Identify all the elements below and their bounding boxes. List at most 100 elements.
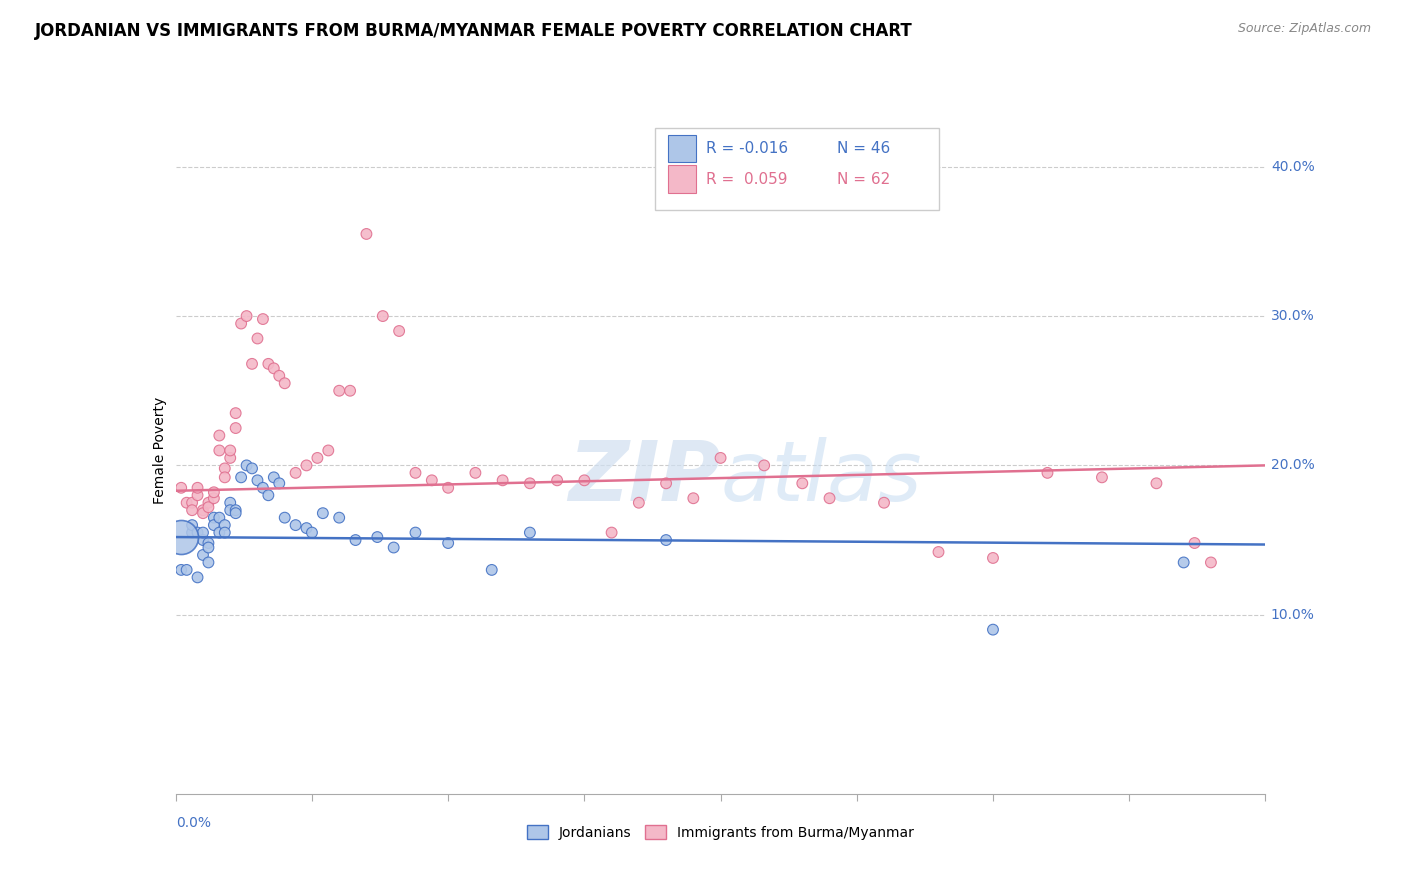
Point — [274, 376, 297, 391]
Point — [197, 536, 219, 550]
Text: JORDANIAN VS IMMIGRANTS FROM BURMA/MYANMAR FEMALE POVERTY CORRELATION CHART: JORDANIAN VS IMMIGRANTS FROM BURMA/MYANM… — [35, 22, 912, 40]
Point — [208, 510, 231, 524]
Point — [257, 488, 280, 502]
Point — [181, 503, 204, 517]
Point — [519, 525, 541, 540]
Point — [170, 530, 193, 544]
Point — [1144, 476, 1167, 491]
Point — [246, 473, 269, 487]
Text: Source: ZipAtlas.com: Source: ZipAtlas.com — [1237, 22, 1371, 36]
Point — [284, 466, 307, 480]
Point — [655, 533, 678, 547]
Text: 10.0%: 10.0% — [1271, 607, 1315, 622]
Point — [214, 470, 236, 484]
Bar — [668, 135, 696, 162]
Text: N = 62: N = 62 — [837, 171, 890, 186]
Text: 40.0%: 40.0% — [1271, 160, 1315, 174]
Point — [186, 525, 209, 540]
Point — [263, 470, 285, 484]
Point — [208, 428, 231, 442]
Text: 20.0%: 20.0% — [1271, 458, 1315, 473]
Point — [792, 476, 814, 491]
Point — [263, 361, 285, 376]
Point — [225, 421, 247, 435]
Point — [186, 481, 209, 495]
Text: N = 46: N = 46 — [837, 141, 890, 156]
Point — [754, 458, 776, 473]
Point — [818, 491, 841, 506]
Text: ZIP: ZIP — [568, 437, 721, 518]
Point — [1173, 556, 1195, 570]
Text: 0.0%: 0.0% — [176, 816, 211, 830]
Point — [481, 563, 503, 577]
Point — [284, 518, 307, 533]
Point — [202, 510, 225, 524]
Point — [371, 309, 394, 323]
Point — [295, 521, 318, 535]
Point — [274, 510, 297, 524]
Point — [356, 227, 378, 241]
Point — [197, 556, 219, 570]
Point — [214, 525, 236, 540]
Bar — [668, 165, 696, 193]
Point — [186, 570, 209, 584]
Point — [928, 545, 950, 559]
Point — [682, 491, 704, 506]
Point — [420, 473, 443, 487]
Point — [312, 506, 335, 520]
Point — [197, 500, 219, 515]
Point — [252, 481, 274, 495]
Point — [219, 443, 242, 458]
Point — [405, 466, 427, 480]
Point — [235, 309, 257, 323]
Point — [202, 491, 225, 506]
Point — [655, 476, 678, 491]
Point — [546, 473, 568, 487]
Point — [240, 357, 263, 371]
Point — [191, 548, 214, 562]
Point — [181, 525, 204, 540]
Y-axis label: Female Poverty: Female Poverty — [153, 397, 167, 504]
Point — [219, 496, 242, 510]
Point — [225, 506, 247, 520]
Point — [197, 496, 219, 510]
Point — [191, 533, 214, 547]
Point — [219, 450, 242, 465]
Point — [295, 458, 318, 473]
Point — [437, 481, 460, 495]
Point — [301, 525, 323, 540]
Text: R =  0.059: R = 0.059 — [706, 171, 787, 186]
Point — [257, 357, 280, 371]
Point — [191, 506, 214, 520]
Text: R = -0.016: R = -0.016 — [706, 141, 789, 156]
Point — [464, 466, 486, 480]
Point — [231, 470, 253, 484]
Point — [328, 384, 350, 398]
Point — [219, 503, 242, 517]
Point — [382, 541, 405, 555]
Point — [627, 496, 650, 510]
Point — [269, 476, 291, 491]
Point — [1199, 556, 1222, 570]
Point — [170, 563, 193, 577]
Point — [519, 476, 541, 491]
Point — [1091, 470, 1114, 484]
Point — [492, 473, 515, 487]
Point — [186, 488, 209, 502]
Point — [318, 443, 340, 458]
Point — [981, 623, 1004, 637]
Point — [176, 496, 198, 510]
Point — [231, 317, 253, 331]
Point — [181, 496, 204, 510]
Point — [388, 324, 411, 338]
Point — [225, 406, 247, 420]
Legend: Jordanians, Immigrants from Burma/Myanmar: Jordanians, Immigrants from Burma/Myanma… — [522, 820, 920, 846]
Text: atlas: atlas — [721, 437, 922, 518]
Point — [176, 563, 198, 577]
Text: 30.0%: 30.0% — [1271, 310, 1315, 323]
Point — [197, 541, 219, 555]
Point — [181, 518, 204, 533]
Point — [202, 518, 225, 533]
Point — [600, 525, 623, 540]
Point — [235, 458, 257, 473]
